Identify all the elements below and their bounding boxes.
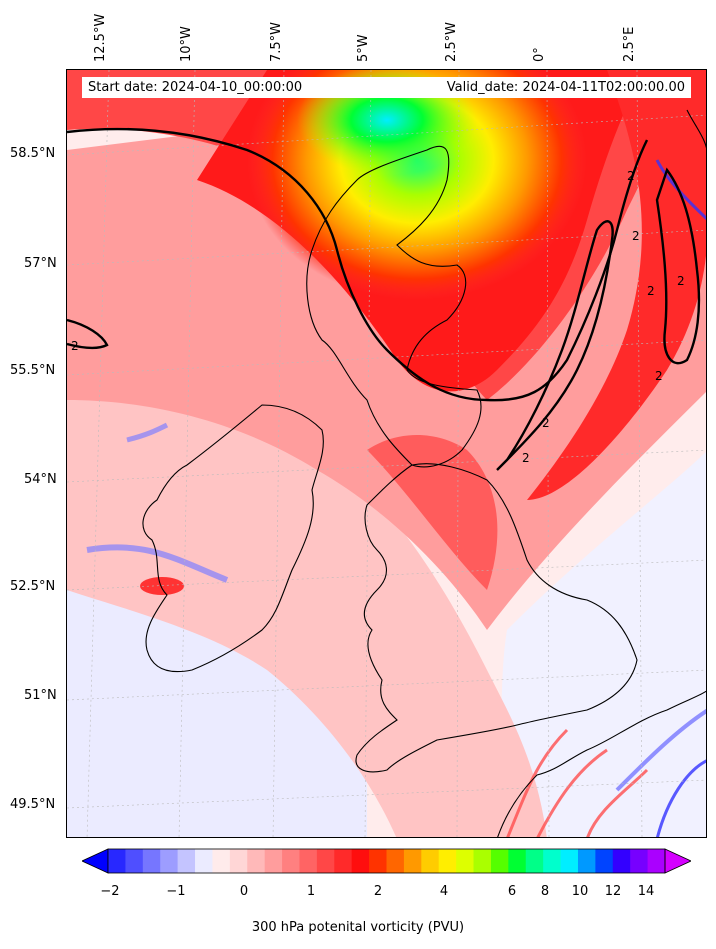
pv2-contour-east bbox=[655, 167, 701, 365]
lon-label-12-5w: 12.5°W bbox=[93, 13, 108, 62]
low-pv-streak-2 bbox=[126, 422, 169, 443]
pv2-contour-west bbox=[67, 318, 109, 350]
contour-label-3: 2 bbox=[542, 416, 550, 430]
lon-label-0: 0° bbox=[532, 47, 547, 62]
contour-label-2: 2 bbox=[522, 451, 530, 465]
colorbar-segment bbox=[264, 849, 283, 873]
pv-blob-sw bbox=[140, 577, 184, 595]
colorbar-tick-label: 10 bbox=[571, 884, 589, 899]
colorbar-tick-label: −2 bbox=[100, 884, 120, 899]
lon-label-2-5e: 2.5°E bbox=[622, 26, 637, 62]
colorbar-segment bbox=[282, 849, 300, 873]
colorbar-segment bbox=[229, 849, 248, 873]
colorbar-segment bbox=[473, 849, 492, 873]
colorbar-segment bbox=[108, 849, 126, 873]
coastlines bbox=[142, 109, 706, 837]
lat-label-58-5n: 58.5°N bbox=[10, 146, 56, 161]
lon-label-7-5w: 7.5°W bbox=[269, 21, 284, 62]
lat-label-55-5n: 55.5°N bbox=[10, 363, 56, 378]
colorbar-tick-label: 14 bbox=[637, 884, 655, 899]
contour-label-1: 2 bbox=[71, 339, 79, 353]
colorbar-segment bbox=[299, 849, 318, 873]
colorbar-segment bbox=[386, 849, 405, 873]
colorbar-outline bbox=[107, 848, 666, 874]
colorbar-segment bbox=[125, 849, 144, 873]
map-frame: 2 2 2 2 2 2 2 2 bbox=[66, 69, 707, 838]
colorbar-segment bbox=[560, 849, 579, 873]
colorbar-segment bbox=[316, 849, 335, 873]
pv-field-map: 2 2 2 2 2 2 2 2 bbox=[67, 70, 706, 837]
colorbar-tick-label: 8 bbox=[540, 884, 550, 899]
colorbar-title: 300 hPa potenital vorticity (PVU) bbox=[251, 920, 465, 935]
lat-label-49-5n: 49.5°N bbox=[10, 797, 56, 812]
colorbar-segment bbox=[595, 849, 614, 873]
lat-label-54n: 54°N bbox=[24, 472, 57, 487]
colorbar-segment bbox=[403, 849, 422, 873]
contour-label-4: 2 bbox=[647, 284, 655, 298]
colorbar-segment bbox=[160, 849, 179, 873]
colorbar-segment bbox=[490, 849, 509, 873]
colorbar-segment bbox=[369, 849, 387, 873]
low-pv-streak-1 bbox=[86, 544, 229, 583]
lon-label-10w: 10°W bbox=[179, 26, 194, 62]
colorbar-extend-min bbox=[81, 848, 109, 874]
info-banner: Start date: 2024-04-10_00:00:00 Valid_da… bbox=[82, 77, 691, 98]
graticule bbox=[67, 70, 706, 837]
colorbar-segment bbox=[612, 849, 631, 873]
low-pv-southeast bbox=[487, 451, 706, 837]
lat-label-57n: 57°N bbox=[24, 256, 57, 271]
contour-label-6: 2 bbox=[655, 369, 663, 383]
pv-band-red-mid bbox=[367, 435, 498, 590]
colorbar-tick-label: 6 bbox=[507, 884, 517, 899]
colorbar-segment bbox=[247, 849, 266, 873]
colorbar-segment bbox=[177, 849, 196, 873]
colorbar-segment bbox=[543, 849, 562, 873]
colorbar-segment bbox=[351, 849, 370, 873]
colorbar-extend-max bbox=[664, 848, 692, 874]
colorbar-segment bbox=[577, 849, 596, 873]
colorbar-segment bbox=[421, 849, 440, 873]
colorbar-segment bbox=[508, 849, 527, 873]
pv2-contour-labels: 2 2 2 2 2 2 2 2 bbox=[71, 169, 685, 465]
low-pv-streak-3 bbox=[615, 708, 706, 792]
colorbar-svg bbox=[81, 848, 692, 874]
valid-date-label: Valid_date: 2024-04-11T02:00:00.00 bbox=[446, 80, 685, 95]
pv-band-red-east bbox=[527, 70, 706, 500]
colorbar-tick-label: 4 bbox=[439, 884, 449, 899]
coast-england bbox=[355, 463, 638, 773]
coast-norway bbox=[686, 109, 706, 149]
colorbar-tick-label: −1 bbox=[166, 884, 186, 899]
contour-label-7: 2 bbox=[677, 274, 685, 288]
pv-band-pink bbox=[67, 370, 547, 837]
lon-label-5w: 5°W bbox=[356, 34, 371, 62]
colorbar-segment bbox=[525, 849, 544, 873]
colorbar-segment bbox=[438, 849, 457, 873]
start-date-label: Start date: 2024-04-10_00:00:00 bbox=[88, 80, 303, 95]
colorbar bbox=[81, 846, 692, 876]
colorbar-segment bbox=[195, 849, 213, 873]
coast-france bbox=[497, 690, 706, 837]
colorbar-segment bbox=[212, 849, 231, 873]
pv2-contour-filament bbox=[496, 220, 614, 471]
colorbar-tick-label: 1 bbox=[306, 884, 316, 899]
colorbar-segment bbox=[456, 849, 475, 873]
colorbar-tick-label: 12 bbox=[604, 884, 622, 899]
pv2-contours bbox=[67, 127, 701, 471]
lat-label-51n: 51°N bbox=[24, 688, 57, 703]
coast-ireland bbox=[142, 404, 324, 673]
colorbar-tick-label: 0 bbox=[239, 884, 249, 899]
colorbar-segment bbox=[630, 849, 649, 873]
coast-scotland bbox=[306, 145, 482, 468]
contour-label-5: 2 bbox=[627, 169, 635, 183]
colorbar-tick-label: 2 bbox=[373, 884, 383, 899]
colorbar-segment bbox=[334, 849, 353, 873]
lon-label-2-5w: 2.5°W bbox=[444, 21, 459, 62]
contour-label-8: 2 bbox=[632, 229, 640, 243]
lat-label-52-5n: 52.5°N bbox=[10, 579, 56, 594]
colorbar-segment bbox=[142, 849, 161, 873]
colorbar-segment bbox=[647, 849, 666, 873]
